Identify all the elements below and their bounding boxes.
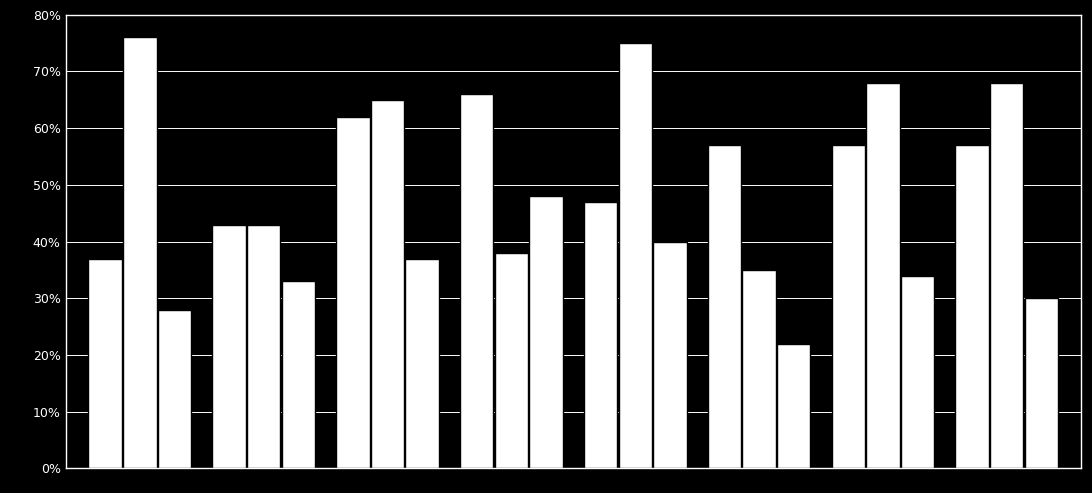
Bar bbox=[866, 83, 900, 468]
Bar bbox=[743, 270, 775, 468]
Bar bbox=[123, 37, 156, 468]
Bar bbox=[584, 202, 617, 468]
Bar bbox=[212, 225, 246, 468]
Bar bbox=[618, 43, 652, 468]
Bar bbox=[371, 100, 404, 468]
Bar bbox=[530, 196, 562, 468]
Bar bbox=[405, 258, 439, 468]
Bar bbox=[901, 276, 935, 468]
Bar bbox=[778, 344, 810, 468]
Bar bbox=[956, 145, 989, 468]
Bar bbox=[88, 258, 122, 468]
Bar bbox=[831, 145, 865, 468]
Bar bbox=[247, 225, 281, 468]
Bar bbox=[157, 310, 191, 468]
Bar bbox=[708, 145, 741, 468]
Bar bbox=[495, 253, 529, 468]
Bar bbox=[336, 117, 369, 468]
Bar bbox=[653, 242, 687, 468]
Bar bbox=[282, 281, 316, 468]
Bar bbox=[1024, 298, 1058, 468]
Bar bbox=[990, 83, 1023, 468]
Bar bbox=[460, 94, 494, 468]
